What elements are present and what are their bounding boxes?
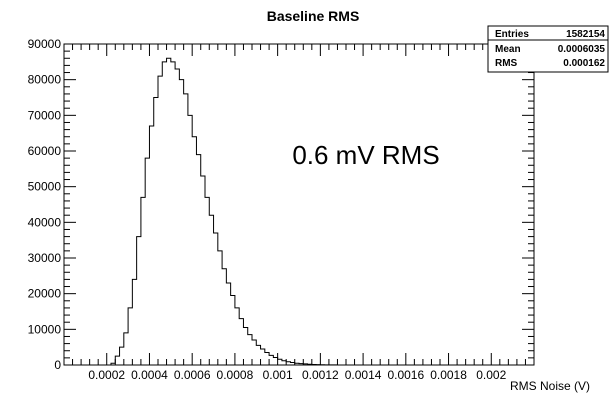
y-tick-label: 20000 [28,287,62,301]
stats-mean-label: Mean [495,44,521,55]
y-tick-label: 0 [54,358,61,372]
y-tick-label: 90000 [28,37,62,51]
x-tick-label: 0.001 [263,368,293,382]
histogram-series [110,57,347,366]
x-tick-label: 0.0014 [345,368,382,382]
y-tick-label: 50000 [28,180,62,194]
x-tick-label: 0.0006 [174,368,211,382]
stats-mean-value: 0.0006035 [558,44,606,55]
x-tick-label: 0.0004 [131,368,168,382]
chart-title: Baseline RMS [267,8,360,24]
x-axis [63,44,535,365]
x-tick-label: 0.0002 [88,368,125,382]
stats-entries-label: Entries [495,29,529,40]
y-tick-label: 40000 [28,215,62,229]
rms-annotation: 0.6 mV RMS [292,140,439,170]
x-tick-label: 0.002 [476,368,506,382]
stats-entries-value: 1582154 [566,29,605,40]
x-tick-label: 0.0016 [387,368,424,382]
stats-box: Entries 1582154 Mean 0.0006035 RMS 0.000… [487,25,609,73]
y-tick-label: 60000 [28,144,62,158]
stats-rms-label: RMS [495,58,518,69]
plot-frame [63,43,535,366]
x-tick-label: 0.0018 [430,368,467,382]
x-axis-label: RMS Noise (V) [510,379,590,393]
stats-rms-value: 0.000162 [563,58,605,69]
x-tick-label: 0.0012 [302,368,339,382]
y-tick-labels: 0 10000 20000 30000 40000 50000 60000 70000 8000… [28,37,62,372]
y-tick-label: 10000 [28,322,62,336]
x-tick-label: 0.0008 [217,368,254,382]
y-tick-label: 30000 [28,251,62,265]
y-axis [64,43,534,366]
y-tick-label: 80000 [28,73,62,87]
x-tick-labels: 0.0002 0.0004 0.0006 0.0008 0.001 0.0012 0.001… [88,368,506,382]
y-tick-label: 70000 [28,108,62,122]
